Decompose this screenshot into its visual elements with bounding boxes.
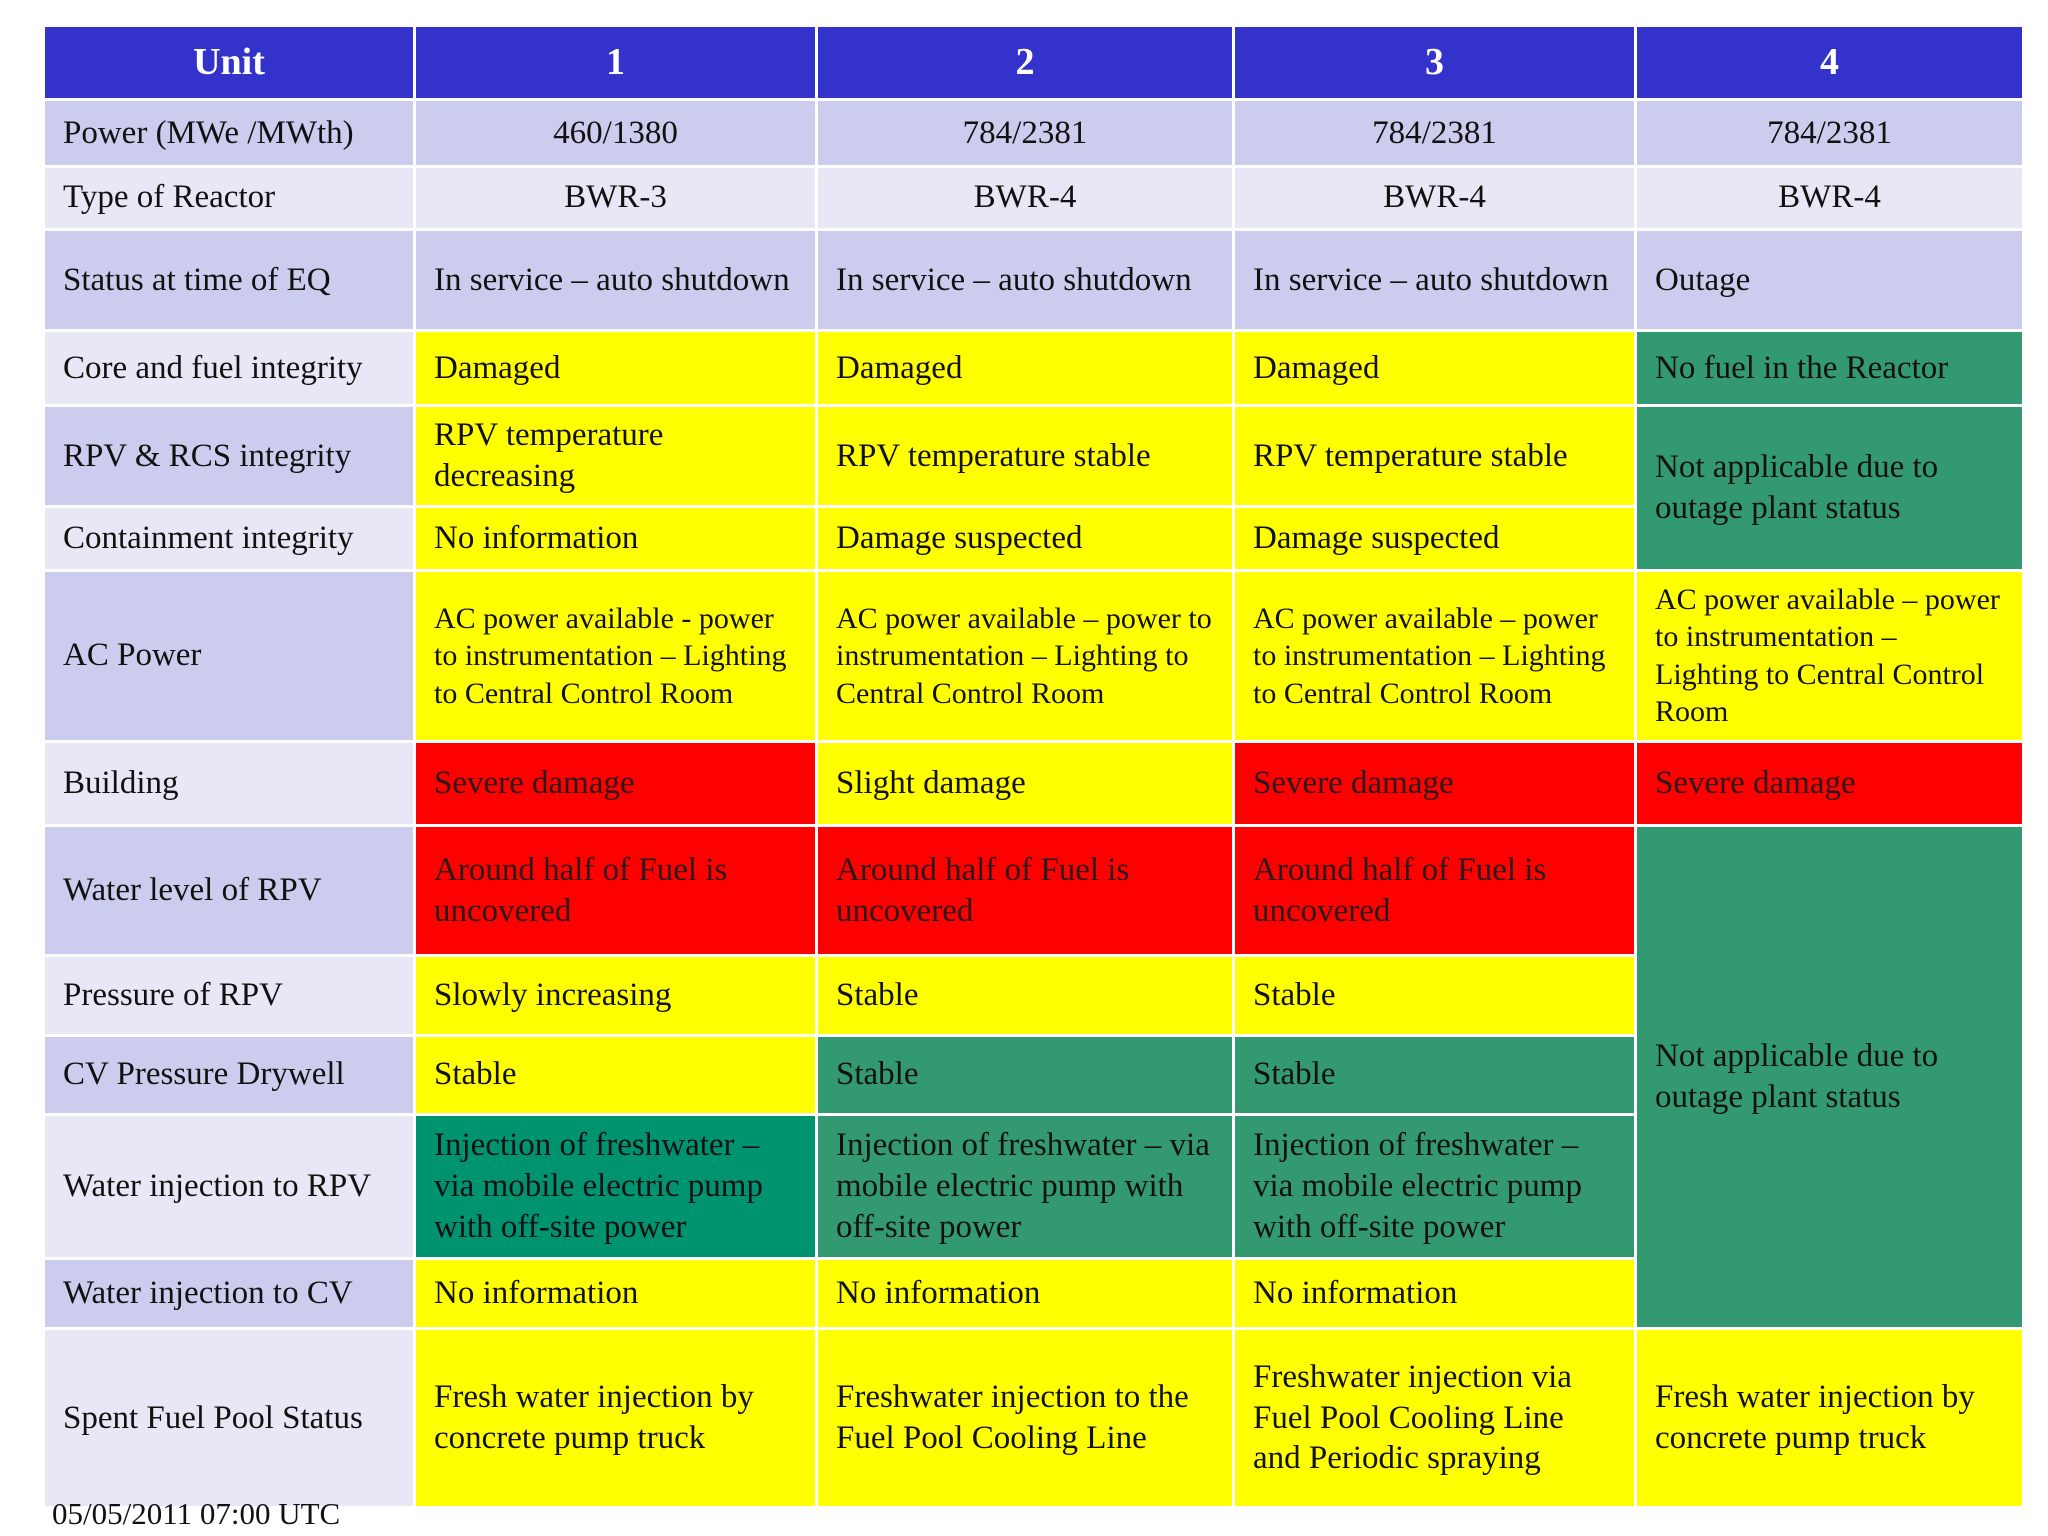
row-containment: Containment integrity No information Dam… [42,505,2024,572]
cell-unit-2: In service – auto shutdown [815,227,1235,333]
cell-unit-3: Stable [1232,1033,1637,1117]
cell-unit-3: Freshwater injection via Fuel Pool Cooli… [1232,1327,1637,1509]
cell-unit-2: AC power available – power to instrument… [815,568,1235,744]
cell-unit-1: RPV temperature decreasing [413,403,818,509]
cell-unit-4: BWR-4 [1634,164,2025,231]
cell-unit-2: No information [815,1256,1235,1331]
cell-unit-4: AC power available – power to instrument… [1634,568,2025,744]
cell-unit-3: No information [1232,1256,1637,1331]
row-label: RPV & RCS integrity [42,403,416,509]
cell-unit-3: RPV temperature stable [1232,403,1637,509]
cell-unit-1: Damaged [413,329,818,407]
cell-unit-2: Slight damage [815,740,1235,827]
row-label: CV Pressure Drywell [42,1033,416,1117]
cell-unit-1: Slowly increasing [413,954,818,1037]
cell-unit-2: 784/2381 [815,98,1235,168]
row-label: AC Power [42,568,416,744]
row-label: Core and fuel integrity [42,329,416,407]
cell-unit-4: 784/2381 [1634,98,2025,168]
cell-unit-2: Stable [815,1033,1235,1117]
row-water-inj-cv: Water injection to CV No information No … [42,1256,2024,1331]
cell-unit-3: Damaged [1232,329,1637,407]
cell-unit-3: AC power available – power to instrument… [1232,568,1637,744]
row-ac-power: AC Power AC power available - power to i… [42,568,2025,744]
cell-unit-2: Around half of Fuel is uncovered [815,823,1235,958]
unit-2-header: 2 [815,23,1235,102]
cell-unit-2: RPV temperature stable [815,403,1235,509]
row-reactor-type: Type of Reactor BWR-3 BWR-4 BWR-4 BWR-4 [42,164,2025,231]
cell-unit-1: No information [413,505,818,572]
cell-unit-3: 784/2381 [1232,98,1637,168]
row-label: Water injection to CV [42,1256,416,1331]
cell-unit-2: Stable [815,954,1235,1037]
cell-unit-1: No information [413,1256,818,1331]
cell-unit-1: Injection of freshwater – via mobile ele… [413,1113,818,1260]
cell-unit-1: AC power available - power to instrument… [413,568,818,744]
cell-unit-2: Damaged [815,329,1235,407]
row-rpv-rcs: RPV & RCS integrity RPV temperature decr… [42,403,2025,572]
unit-4-header: 4 [1634,23,2025,102]
row-status-eq: Status at time of EQ In service – auto s… [42,227,2025,333]
row-pressure-rpv: Pressure of RPV Slowly increasing Stable… [42,954,2024,1037]
cell-unit-3: Injection of freshwater – via mobile ele… [1232,1113,1637,1260]
row-label: Water level of RPV [42,823,416,958]
cell-unit-3: Severe damage [1232,740,1637,827]
cell-unit-4: Severe damage [1634,740,2025,827]
cell-unit-4: No fuel in the Reactor [1634,329,2025,407]
cell-unit-3: Around half of Fuel is uncovered [1232,823,1637,958]
row-water-inj-rpv: Water injection to RPV Injection of fres… [42,1113,2024,1260]
cell-unit-1: Fresh water injection by concrete pump t… [413,1327,818,1509]
cell-unit-3: Stable [1232,954,1637,1037]
row-label: Containment integrity [42,505,416,572]
row-label: Power (MWe /MWth) [42,98,416,168]
row-spent-fuel: Spent Fuel Pool Status Fresh water injec… [42,1327,2025,1509]
row-label: Type of Reactor [42,164,416,231]
cell-unit-2: BWR-4 [815,164,1235,231]
cell-unit-4-not-applicable: Not applicable due to outage plant statu… [1634,823,2025,1331]
cell-unit-1: In service – auto shutdown [413,227,818,333]
row-label: Building [42,740,416,827]
cell-unit-1: Severe damage [413,740,818,827]
row-core-fuel: Core and fuel integrity Damaged Damaged … [42,329,2025,407]
cell-unit-3: BWR-4 [1232,164,1637,231]
cell-unit-4-not-applicable: Not applicable due to outage plant statu… [1634,403,2025,572]
cell-unit-2: Freshwater injection to the Fuel Pool Co… [815,1327,1235,1509]
row-water-level: Water level of RPV Around half of Fuel i… [42,823,2025,1331]
status-table: Unit 1 2 3 4 Power (MWe /MWth) 460/1380 … [42,23,2025,1509]
cell-unit-2: Damage suspected [815,505,1235,572]
row-label: Spent Fuel Pool Status [42,1327,416,1509]
row-label: Status at time of EQ [42,227,416,333]
cell-unit-1: Stable [413,1033,818,1117]
cell-unit-2: Injection of freshwater – via mobile ele… [815,1113,1235,1260]
cell-unit-3: In service – auto shutdown [1232,227,1637,333]
row-label: Pressure of RPV [42,954,416,1037]
row-cv-pressure: CV Pressure Drywell Stable Stable Stable [42,1033,2024,1117]
row-building: Building Severe damage Slight damage Sev… [42,740,2025,827]
cell-unit-4: Outage [1634,227,2025,333]
timestamp: 05/05/2011 07:00 UTC [52,1496,341,1531]
cell-unit-1: BWR-3 [413,164,818,231]
cell-unit-1: Around half of Fuel is uncovered [413,823,818,958]
unit-header: Unit [42,23,416,102]
header-row: Unit 1 2 3 4 [42,23,2025,102]
unit-1-header: 1 [413,23,818,102]
cell-unit-3: Damage suspected [1232,505,1637,572]
cell-unit-1: 460/1380 [413,98,818,168]
cell-unit-4: Fresh water injection by concrete pump t… [1634,1327,2025,1509]
row-power: Power (MWe /MWth) 460/1380 784/2381 784/… [42,98,2025,168]
unit-3-header: 3 [1232,23,1637,102]
row-label: Water injection to RPV [42,1113,416,1260]
